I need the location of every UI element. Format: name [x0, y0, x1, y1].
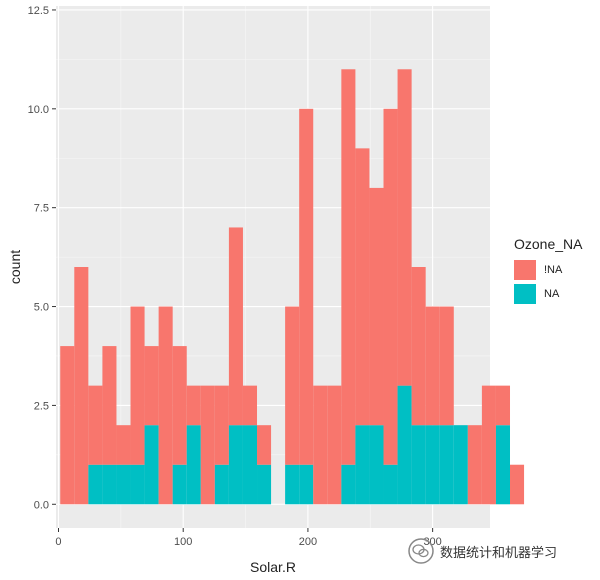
bar-na	[102, 464, 117, 505]
bar-na	[242, 425, 258, 505]
legend-key-na	[514, 284, 536, 304]
y-tick-label: 0.0	[34, 499, 49, 511]
bar-na	[397, 385, 412, 505]
bar-na	[439, 425, 454, 505]
legend-label-notna: !NA	[544, 264, 563, 276]
bar-notna	[467, 425, 482, 505]
bar-na	[383, 464, 398, 505]
bar-notna	[172, 346, 187, 465]
y-tick-label: 2.5	[34, 400, 49, 412]
bar-na	[425, 425, 440, 505]
bar-na	[341, 464, 356, 505]
bar-na	[369, 425, 384, 505]
bar-na	[285, 464, 300, 505]
bar-na	[257, 464, 272, 505]
bar-notna	[369, 187, 384, 426]
bar-notna	[158, 306, 173, 505]
x-tick-label: 300	[423, 536, 441, 548]
legend-item-na: NA	[514, 282, 582, 306]
wechat-icon	[408, 538, 434, 564]
bar-na	[355, 425, 370, 505]
bar-na	[88, 464, 103, 505]
bar-notna	[299, 108, 314, 465]
x-tick-label: 100	[174, 536, 192, 548]
bar-notna	[130, 306, 145, 465]
bar-notna	[116, 425, 131, 465]
bar-notna	[60, 346, 75, 505]
bar-notna	[439, 306, 454, 426]
bar-na	[172, 464, 187, 505]
bar-na	[116, 464, 131, 505]
y-tick-label: 7.5	[34, 203, 49, 215]
bar-notna	[186, 385, 201, 426]
watermark: 数据统计和机器学习	[408, 538, 557, 564]
bar-notna	[200, 385, 215, 505]
x-axis-label: Solar.R	[250, 559, 296, 575]
bar-na	[130, 464, 145, 505]
bar-notna	[481, 385, 496, 505]
bar-na	[453, 425, 468, 505]
legend: Ozone_NA !NA NA	[514, 236, 582, 306]
legend-item-notna: !NA	[514, 258, 582, 282]
bar-notna	[341, 69, 356, 465]
bar-notna	[102, 346, 117, 465]
y-tick-label: 5.0	[34, 302, 49, 314]
y-tick-label: 10.0	[28, 104, 49, 116]
bar-notna	[214, 385, 229, 465]
bar-notna	[327, 385, 342, 505]
bar-na	[144, 425, 159, 505]
bar-na	[411, 425, 426, 505]
bar-notna	[355, 148, 370, 426]
bar-notna	[144, 346, 159, 426]
x-tick-label: 200	[299, 536, 317, 548]
bar-notna	[88, 385, 103, 465]
bar-notna	[257, 425, 272, 465]
bar-na	[186, 425, 201, 505]
bar-notna	[285, 306, 300, 465]
x-axis: 0 100 200 300	[55, 528, 442, 548]
bar-notna	[425, 306, 440, 426]
bar-notna	[228, 227, 243, 426]
bar-na	[228, 425, 243, 505]
bar-notna	[74, 267, 89, 505]
bar-notna	[495, 385, 511, 426]
y-axis-label: count	[7, 250, 23, 284]
legend-label-na: NA	[544, 288, 560, 300]
bar-notna	[397, 69, 412, 386]
legend-title: Ozone_NA	[514, 236, 583, 252]
legend-key-notna	[514, 260, 536, 280]
bar-notna	[383, 108, 398, 465]
bars	[60, 69, 525, 505]
y-tick-label: 12.5	[28, 5, 49, 17]
watermark-text: 数据统计和机器学习	[440, 544, 558, 560]
bar-na	[299, 464, 314, 505]
bar-notna	[510, 464, 525, 505]
y-axis: 0.0 2.5 5.0 7.5 10.0 12.5	[28, 5, 56, 511]
bar-notna	[313, 385, 328, 505]
x-tick-label: 0	[55, 536, 61, 548]
bar-na	[495, 425, 511, 505]
bar-notna	[242, 385, 258, 426]
bar-notna	[411, 267, 426, 426]
bar-na	[214, 464, 229, 505]
